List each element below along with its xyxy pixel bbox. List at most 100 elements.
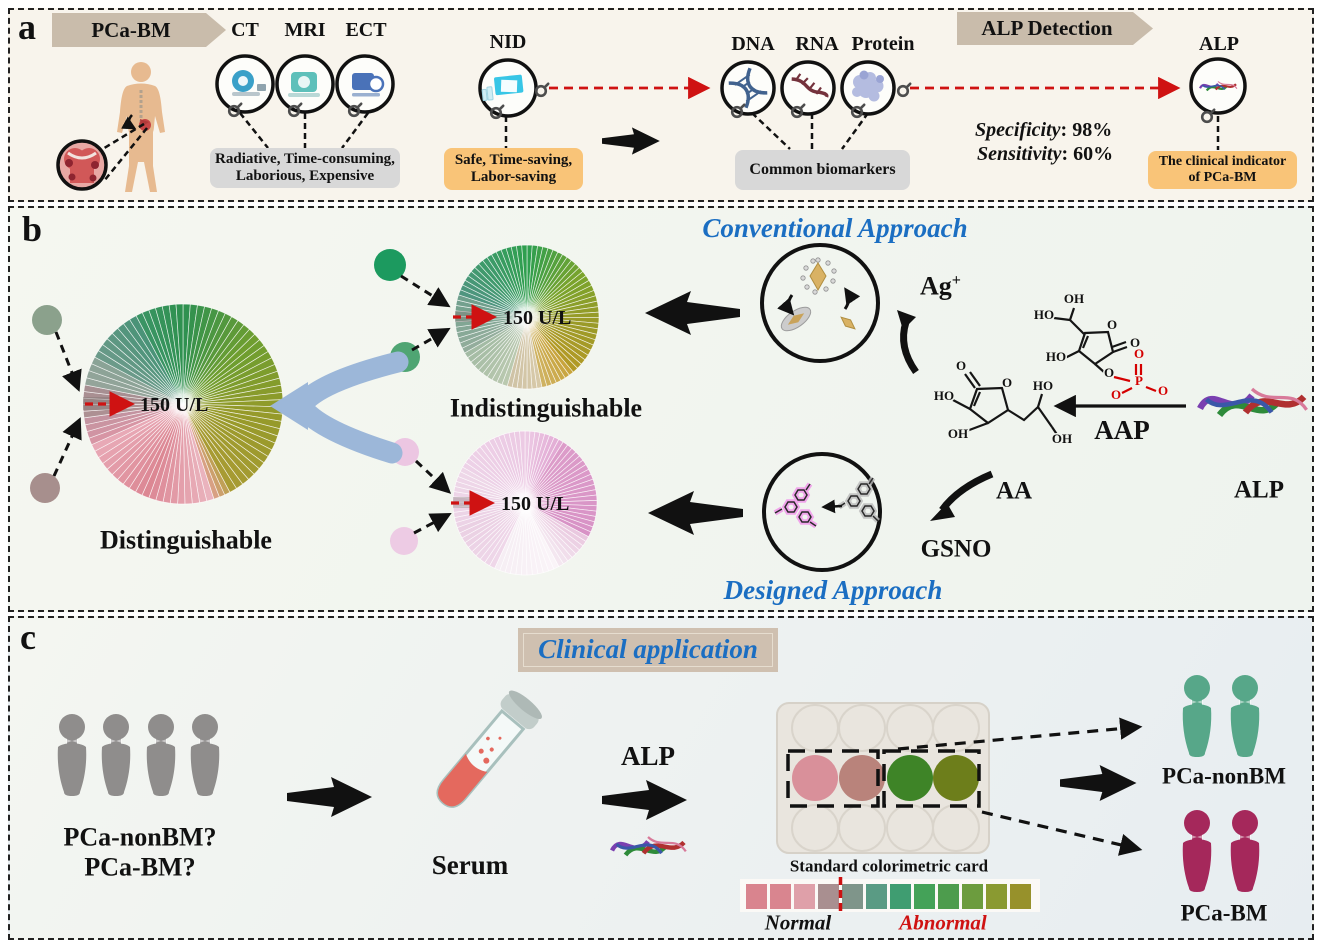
alp-protein-circle-icon (1189, 57, 1247, 115)
abnormal-label: Abnormal (899, 910, 987, 935)
dashed-arrow-to-bm (981, 810, 1143, 856)
sample-dot-green-dark (374, 249, 406, 281)
pca-bm-banner-label: PCa-BM (91, 17, 171, 42)
sensitivity-stat: Sensitivity: 60% (977, 143, 1113, 165)
blue-merge-arrow (270, 351, 409, 464)
pie-slice (519, 430, 526, 504)
well-empty (886, 804, 934, 852)
nid-note-line1: Safe, Time-saving, (454, 152, 573, 168)
atom-label: O (956, 358, 966, 373)
wells (791, 704, 980, 852)
pca-bm-banner: PCa-BM (52, 13, 226, 47)
question-line2: PCa-BM? (84, 852, 196, 882)
magnifier-icon (896, 82, 912, 98)
modality-note-line2: Laborious, Expensive (235, 168, 375, 184)
magnifier-icon (1200, 108, 1216, 124)
ect-icon (335, 54, 395, 114)
dna-label: DNA (731, 33, 775, 55)
card-swatch (794, 884, 815, 909)
bone-lesion-magnified-icon (56, 139, 108, 191)
card-swatch (818, 884, 839, 909)
atom-label: O (1158, 383, 1168, 398)
well-colored (933, 755, 979, 801)
sensitivity-value: : 60% (1061, 143, 1114, 165)
specificity-label: Specificity (975, 119, 1061, 141)
silver-ion-sup: + (951, 272, 961, 289)
threshold-label: 150 U/L (501, 493, 569, 515)
banner-inner-border (523, 633, 773, 667)
indistinguishable-label: Indistinguishable (449, 393, 643, 423)
mri-label: MRI (284, 19, 326, 41)
alp-a-label: ALP (1199, 33, 1239, 55)
dna-icon (720, 60, 776, 116)
atom-label: HO (1033, 378, 1053, 393)
silver-nanoprism-circle-icon (760, 243, 880, 363)
card-swatch (842, 884, 863, 909)
mri-icon (275, 54, 335, 114)
silver-ion-base: Ag (920, 271, 952, 301)
sample-dot-mauve (30, 473, 60, 503)
nid-kit-icon (478, 58, 538, 118)
serum-tube-icon (436, 690, 542, 808)
aa-label: AA (995, 477, 1033, 505)
well-empty (886, 704, 934, 752)
question-line1: PCa-nonBM? (63, 822, 217, 852)
alp-note-line2: of PCa-BM (1188, 170, 1257, 185)
clinical-application-label: Clinical application (538, 634, 758, 665)
specificity-value: : 98% (1060, 119, 1113, 141)
silver-ion-label: Ag+ (920, 272, 961, 301)
atom-label: O (1104, 365, 1114, 380)
card-swatch (938, 884, 959, 909)
alp-protein-ribbon-icon (1200, 389, 1307, 415)
gsno-reaction-circle-icon (762, 452, 882, 572)
arrow-c2-right (602, 780, 687, 820)
gray-molecule-icon (837, 476, 880, 523)
card-swatch (770, 884, 791, 909)
card-swatch (746, 884, 767, 909)
protein-icon (840, 60, 896, 116)
dashed-arrow-to-nonbm (897, 717, 1143, 751)
sample-dot-sage (32, 305, 62, 335)
specificity-stat: Specificity: 98% (975, 119, 1112, 141)
arrow-conventional-left (645, 291, 740, 335)
panel-a-letter: a (18, 7, 36, 47)
alp-c-label: ALP (621, 741, 675, 772)
normal-label: Normal (764, 910, 832, 935)
panel-b-letter: b (22, 209, 43, 249)
magenta-molecule-icon (773, 482, 818, 529)
card-swatch (866, 884, 887, 909)
nid-note-line2: Labor-saving (470, 169, 557, 185)
ect-label: ECT (345, 19, 387, 41)
well-empty (791, 804, 839, 852)
pie-slice (175, 303, 184, 405)
arrow-c3-right (1060, 765, 1137, 801)
nid-label: NID (489, 31, 527, 53)
well-empty (932, 804, 980, 852)
gray-patient-figures (57, 714, 220, 796)
aap-label: AAP (1094, 415, 1150, 446)
card-swatch (890, 884, 911, 909)
well-empty (838, 804, 886, 852)
conventional-title: Conventional Approach (702, 213, 968, 244)
well-empty (932, 704, 980, 752)
card-title: Standard colorimetric card (789, 856, 989, 876)
alp-b-label: ALP (1234, 476, 1284, 504)
atom-label: OH (1052, 431, 1072, 446)
atom-label: P (1135, 373, 1143, 388)
modality-note: Radiative, Time-consuming, Laborious, Ex… (210, 148, 400, 188)
atom-label: O (1130, 335, 1140, 350)
gsno-label: GSNO (920, 535, 992, 563)
colorimetric-card (746, 877, 1031, 916)
sensitivity-label: Sensitivity (977, 143, 1062, 165)
well-colored (792, 755, 838, 801)
well-colored (887, 755, 933, 801)
pie-indistinguishable (454, 244, 600, 390)
nonbm-label: PCa-nonBM (1162, 763, 1286, 789)
ct-icon (215, 54, 275, 114)
atom-label: HO (934, 388, 954, 403)
well-empty (791, 704, 839, 752)
threshold-label: 150 U/L (140, 394, 208, 416)
